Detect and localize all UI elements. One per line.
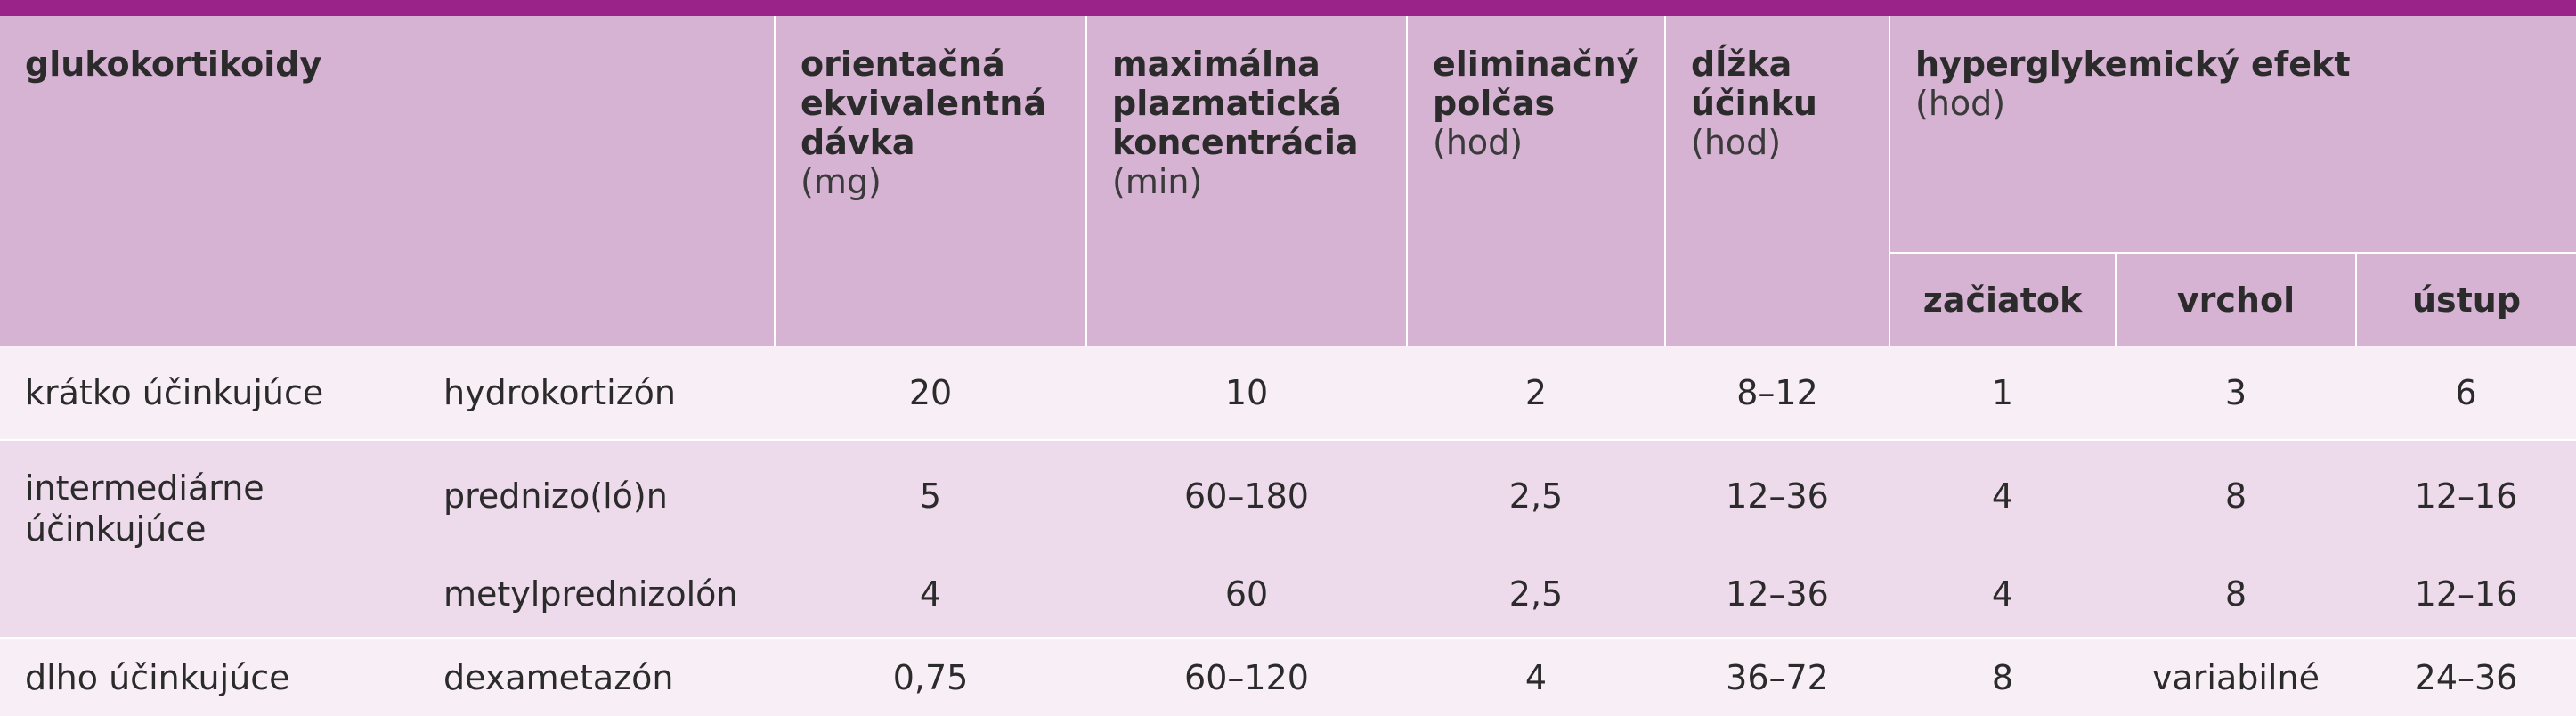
duration-cell: 36–72 — [1665, 637, 1889, 716]
subheader-end: ústup — [2355, 253, 2576, 346]
start-cell: 4 — [1889, 550, 2116, 638]
table-row: krátko účinkujúce hydrokortizón 20 10 2 … — [0, 346, 2576, 440]
glucocorticoid-table: glukokortikoidy orientačná ekvivalentná … — [0, 16, 2576, 716]
drug-cell: hydrokortizón — [418, 346, 775, 440]
header-duration: dĺžka účinku (hod) — [1664, 16, 1889, 346]
halflife-cell: 4 — [1407, 637, 1665, 716]
start-cell: 4 — [1889, 439, 2116, 550]
start-cell: 1 — [1889, 346, 2116, 440]
start-cell: 8 — [1889, 637, 2116, 716]
duration-cell: 8–12 — [1665, 346, 1889, 440]
end-cell: 12–16 — [2356, 439, 2576, 550]
cmax-cell: 60–120 — [1086, 637, 1407, 716]
dose-cell: 4 — [775, 550, 1086, 638]
peak-cell: 3 — [2116, 346, 2356, 440]
duration-cell: 12–36 — [1665, 550, 1889, 638]
dose-cell: 20 — [775, 346, 1086, 440]
table-row: metylprednizolón 4 60 2,5 12–36 4 8 12–1… — [0, 550, 2576, 638]
group-cell: krátko účinkujúce — [0, 346, 418, 440]
end-cell: 24–36 — [2356, 637, 2576, 716]
header-cmax: maximálna plazmatická koncentrácia (min) — [1085, 16, 1407, 346]
header-hyperglycemic-effect: hyperglykemický efekt (hod) — [1889, 16, 2576, 254]
table-row: dlho účinkujúce dexametazón 0,75 60–120 … — [0, 637, 2576, 716]
subheader-peak: vrchol — [2115, 253, 2356, 346]
peak-cell: variabilné — [2116, 637, 2356, 716]
cmax-cell: 60–180 — [1086, 439, 1407, 550]
table-row: intermediárne účinkujúce prednizo(ló)n 5… — [0, 439, 2576, 638]
drug-cell: dexametazón — [418, 637, 775, 716]
header-halflife: eliminačný polčas (hod) — [1406, 16, 1665, 346]
group-cell: dlho účinkujúce — [0, 637, 418, 716]
subheader-start: začiatok — [1889, 253, 2116, 346]
header-glukokortikoidy: glukokortikoidy — [0, 16, 775, 346]
duration-cell: 12–36 — [1665, 439, 1889, 550]
header-dose: orientačná ekvivalentná dávka (mg) — [774, 16, 1086, 346]
drug-cell: metylprednizolón — [418, 550, 775, 638]
peak-cell: 8 — [2116, 550, 2356, 638]
end-cell: 12–16 — [2356, 550, 2576, 638]
dose-cell: 0,75 — [775, 637, 1086, 716]
peak-cell: 8 — [2116, 439, 2356, 550]
group-cell: intermediárne účinkujúce — [0, 439, 418, 638]
cmax-cell: 10 — [1086, 346, 1407, 440]
dose-cell: 5 — [775, 439, 1086, 550]
halflife-cell: 2,5 — [1407, 550, 1665, 638]
drug-cell: prednizo(ló)n — [418, 439, 775, 550]
halflife-cell: 2 — [1407, 346, 1665, 440]
end-cell: 6 — [2356, 346, 2576, 440]
cmax-cell: 60 — [1086, 550, 1407, 638]
halflife-cell: 2,5 — [1407, 439, 1665, 550]
top-accent-bar — [0, 0, 2576, 16]
